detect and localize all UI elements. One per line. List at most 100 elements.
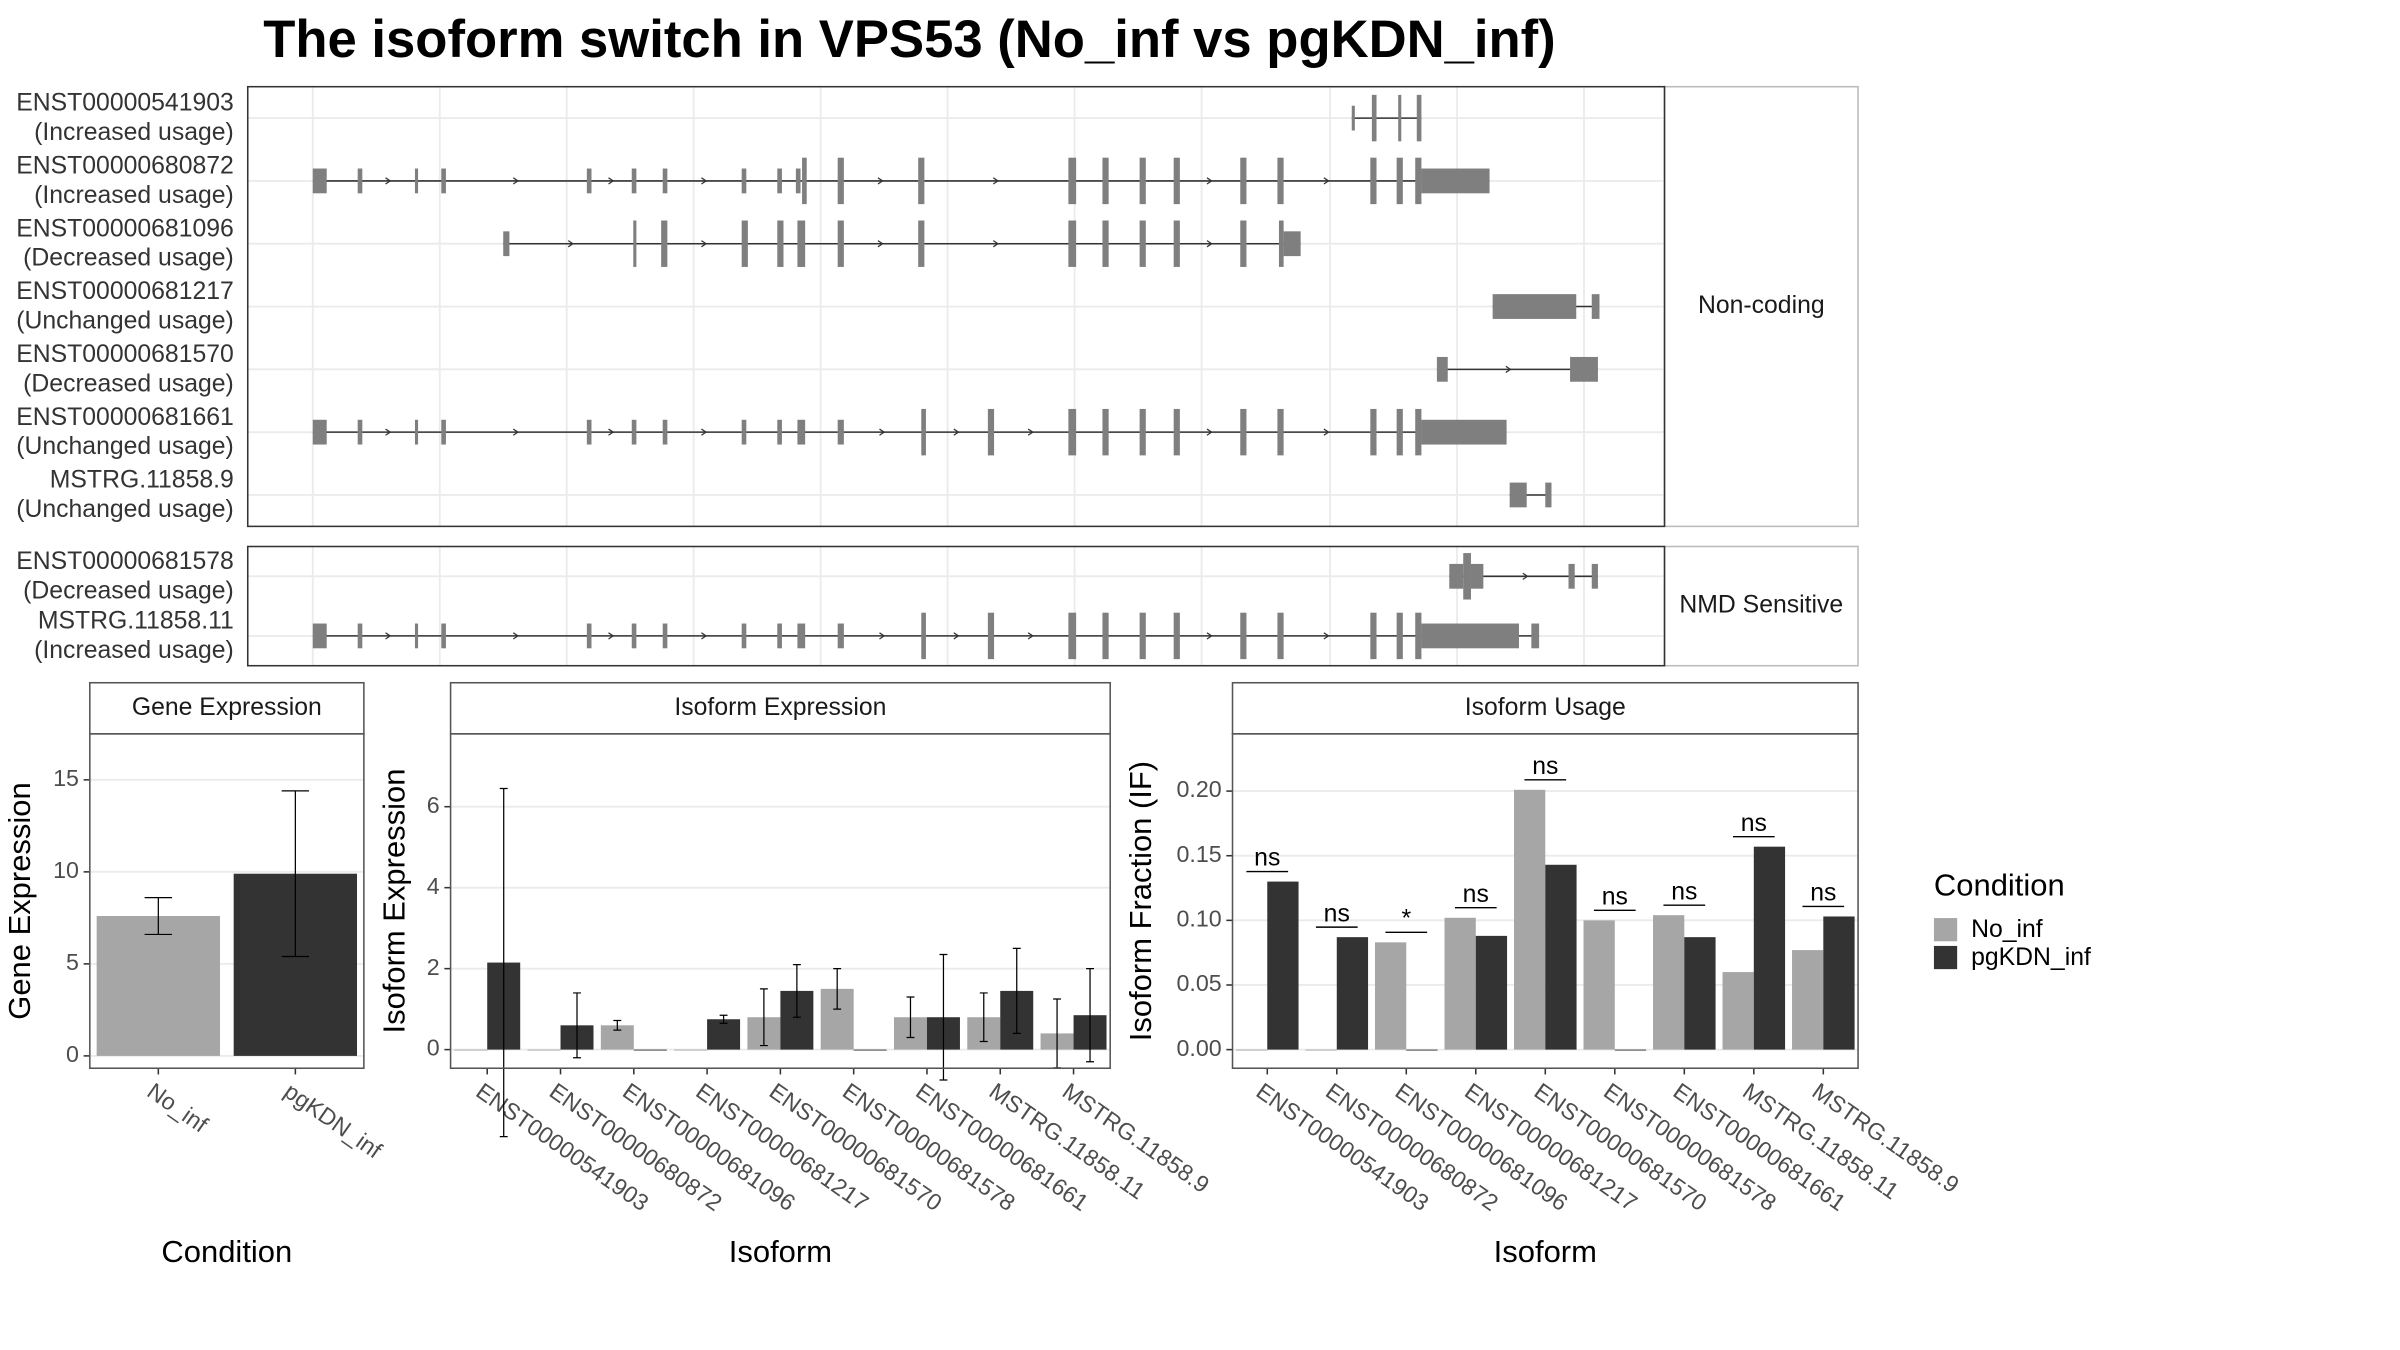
error-bar <box>979 992 988 1043</box>
strip <box>1231 681 1859 735</box>
bar <box>527 1049 561 1051</box>
bar <box>1305 1049 1337 1051</box>
exon <box>1421 168 1490 194</box>
legend-swatch <box>1933 918 1958 942</box>
x-axis-title: Condition <box>161 1234 292 1269</box>
exon <box>777 220 784 267</box>
error-bar <box>613 1019 622 1031</box>
exon <box>1463 553 1471 600</box>
significance-label: ns <box>1602 883 1628 910</box>
exon <box>837 157 844 205</box>
intron-arrow <box>385 177 392 185</box>
exon <box>1068 408 1077 456</box>
exon <box>1370 408 1377 456</box>
error-bar <box>719 1014 728 1024</box>
error-bar <box>759 988 768 1047</box>
exon <box>1436 356 1448 382</box>
y-tick-label: 0 <box>66 1041 79 1067</box>
transcript-id: MSTRG.11858.9 <box>50 467 234 494</box>
error-bar <box>833 968 842 1010</box>
exon <box>586 623 592 649</box>
exon <box>1568 563 1575 589</box>
error-bar <box>906 996 915 1039</box>
intron-arrow <box>1027 632 1034 640</box>
exon <box>1102 408 1109 456</box>
exon <box>1371 94 1377 142</box>
error-bar <box>499 787 508 1138</box>
intron-arrow <box>1505 365 1512 373</box>
legend-title: Condition <box>1934 867 2065 902</box>
exon <box>1398 94 1402 142</box>
significance-label: ns <box>1671 878 1697 905</box>
intron-arrow <box>701 177 708 185</box>
y-tick-label: 6 <box>427 792 440 818</box>
exon <box>357 419 363 445</box>
exon <box>795 168 801 194</box>
bar <box>1267 881 1299 1050</box>
intron-arrow <box>701 428 708 436</box>
intron-arrow <box>701 240 708 248</box>
exon <box>987 408 995 456</box>
transcript-id: ENST00000680872 <box>16 153 234 180</box>
intron-arrow <box>567 240 575 248</box>
legend-swatch <box>1933 945 1958 970</box>
transcript-usage: (Unchanged usage) <box>16 433 234 460</box>
bar <box>707 1019 741 1050</box>
exon <box>661 220 668 267</box>
exon <box>441 623 446 649</box>
significance-label: ns <box>1741 810 1767 837</box>
exon <box>1396 408 1403 456</box>
transcript-id: ENST00000681661 <box>16 404 234 431</box>
exon <box>586 168 592 194</box>
exon <box>741 623 747 649</box>
exon <box>797 623 806 649</box>
panel-border <box>246 545 1666 667</box>
exon <box>1509 482 1527 508</box>
exon <box>441 419 446 445</box>
exon <box>1470 563 1484 589</box>
exon <box>1068 220 1077 267</box>
bar <box>1792 950 1824 1050</box>
bar <box>674 1049 708 1051</box>
error-bar <box>1086 968 1094 1063</box>
transcript-usage: (Decreased usage) <box>23 370 234 397</box>
y-axis-title: Gene Expression <box>2 782 37 1019</box>
transcript-id: ENST00000681096 <box>16 215 234 242</box>
error-bar <box>792 963 801 1018</box>
exon <box>1416 94 1422 142</box>
exon <box>1139 220 1146 267</box>
exon <box>441 168 446 194</box>
exon <box>741 419 747 445</box>
error-bar <box>144 897 173 936</box>
exon <box>1545 482 1552 508</box>
bar <box>1375 942 1407 1050</box>
transcript-id: MSTRG.11858.11 <box>38 608 234 635</box>
bar <box>1235 1049 1268 1051</box>
y-tick-label: 0.00 <box>1176 1035 1221 1061</box>
exon <box>921 612 926 660</box>
intron-arrow <box>879 428 886 436</box>
y-tick-label: 5 <box>66 949 79 975</box>
intron-arrow <box>877 177 884 185</box>
exon <box>987 612 995 660</box>
exon <box>1283 231 1301 257</box>
exon <box>1421 419 1507 445</box>
intron-arrow <box>385 632 392 640</box>
bar <box>1753 846 1786 1050</box>
exon <box>1173 157 1180 205</box>
exon <box>357 623 363 649</box>
exon <box>1396 157 1403 205</box>
y-tick-label: 0.20 <box>1176 776 1221 802</box>
exon <box>837 623 844 649</box>
exon <box>1415 612 1422 660</box>
bar <box>1444 917 1476 1050</box>
y-tick-label: 0.05 <box>1176 970 1221 996</box>
bar <box>1823 916 1855 1050</box>
exon <box>1591 294 1600 319</box>
exon <box>1240 408 1247 456</box>
intron-arrow <box>953 428 960 436</box>
exon <box>1102 612 1109 660</box>
intron-arrow <box>1206 240 1213 248</box>
strip-label: Isoform Usage <box>1465 694 1626 721</box>
